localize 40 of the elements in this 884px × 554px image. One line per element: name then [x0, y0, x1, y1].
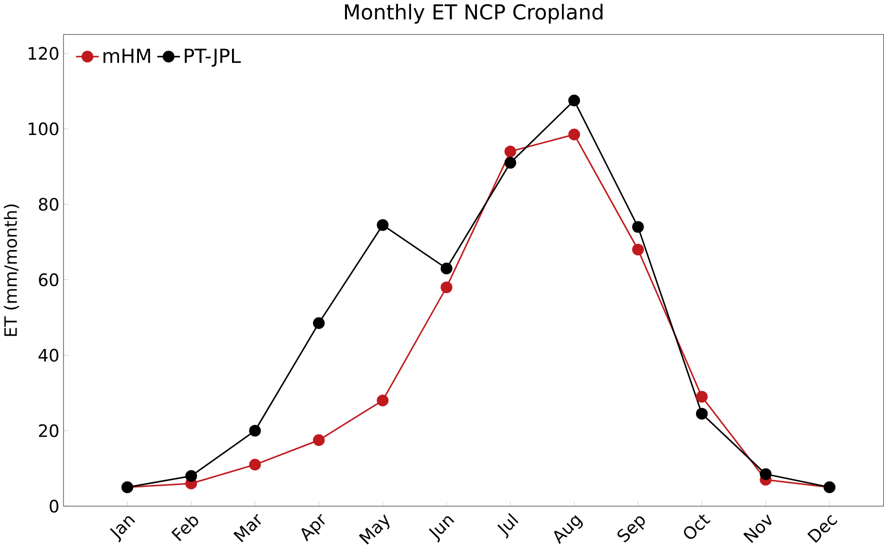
point: [185, 470, 198, 482]
chart-title: Monthly ET NCP Cropland: [345, 4, 602, 24]
point: [632, 221, 644, 234]
point: [568, 94, 580, 107]
point: [440, 282, 452, 294]
y-tick-label: 100: [28, 122, 58, 136]
point: [376, 394, 389, 407]
point: [504, 146, 516, 158]
point: [440, 262, 452, 275]
y-axis-title: ET (mm/month): [4, 204, 20, 336]
point: [696, 408, 708, 420]
point: [632, 244, 644, 256]
point: [696, 391, 708, 403]
legend-label: PT-JPL: [184, 48, 241, 67]
x-tick-label: Sep: [618, 516, 645, 543]
y-tick-label: 120: [28, 47, 58, 60]
point: [312, 434, 325, 446]
y-tick-label: 0: [50, 500, 58, 513]
legend-label: mHM: [104, 48, 150, 64]
point: [312, 318, 325, 330]
x-tick-label: Jan: [110, 516, 136, 543]
x-tick-label: Nov: [743, 514, 772, 544]
point: [376, 219, 389, 232]
y-tick-label: 20: [38, 424, 58, 438]
y-tick-label: 60: [38, 274, 58, 286]
x-tick-label: Jul: [497, 513, 518, 539]
point: [249, 459, 261, 471]
x-tick-label: Feb: [171, 516, 198, 542]
x-tick-label: Oct: [684, 514, 711, 540]
x-tick-label: Apr: [301, 514, 325, 542]
point: [760, 468, 772, 480]
y-tick-label: 40: [38, 348, 58, 362]
point: [504, 157, 516, 169]
point: [249, 425, 261, 437]
x-tick-label: Dec: [807, 515, 838, 544]
y-tick-label: 80: [38, 198, 58, 211]
x-tick-label: Aug: [554, 515, 583, 544]
point: [568, 128, 580, 141]
x-tick-label: Mar: [233, 514, 262, 543]
x-tick-label: Jun: [428, 516, 454, 543]
